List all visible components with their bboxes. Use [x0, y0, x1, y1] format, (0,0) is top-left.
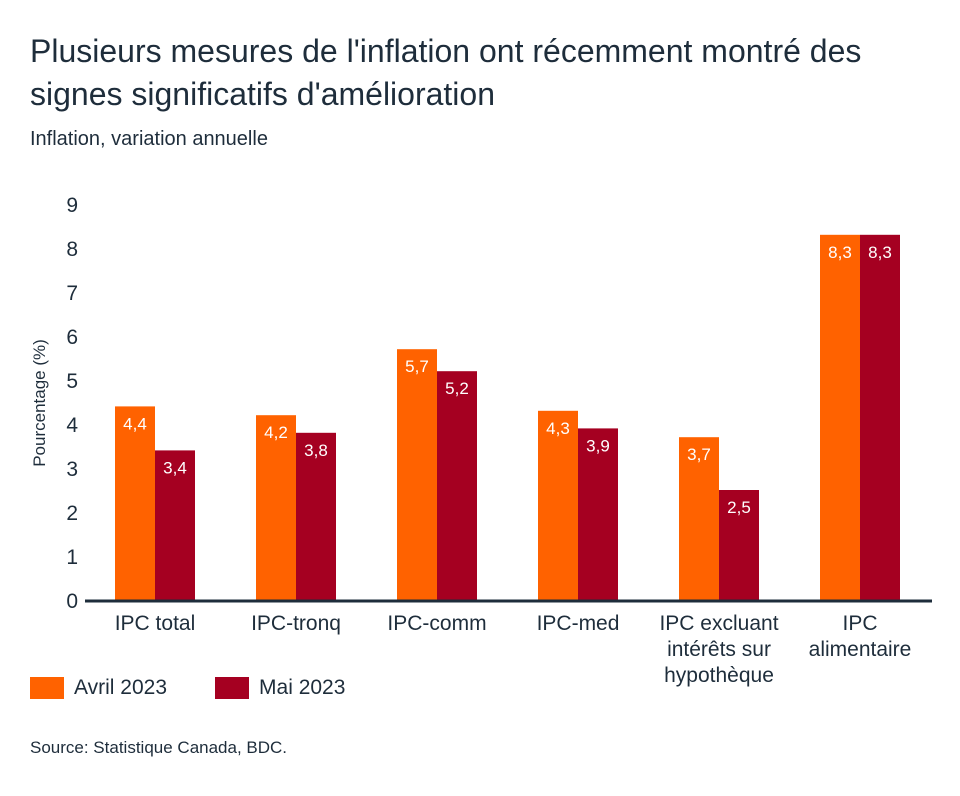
data-label: 8,3 [868, 243, 892, 262]
chart-subtitle: Inflation, variation annuelle [30, 128, 268, 150]
y-tick-label: 4 [66, 414, 78, 437]
legend-swatch-mai [215, 677, 250, 699]
y-tick-label: 5 [66, 370, 78, 393]
bar-mai [578, 428, 618, 600]
data-label: 8,3 [828, 243, 852, 262]
legend: Avril 2023 Mai 2023 [30, 676, 345, 700]
x-tick-label: IPC-comm [387, 612, 486, 635]
bar-avril [679, 437, 719, 600]
x-tick-label: intérêts sur [667, 638, 771, 661]
y-tick-label: 3 [66, 458, 78, 481]
data-label: 5,2 [445, 379, 469, 398]
data-label: 4,3 [546, 419, 570, 438]
x-tick-label: hypothèque [664, 664, 774, 687]
x-tick-label: IPC excluant [659, 612, 778, 635]
bar-mai [155, 450, 195, 600]
x-tick-label: IPC-tronq [251, 612, 341, 635]
data-label: 3,4 [163, 458, 187, 477]
y-tick-label: 0 [66, 590, 78, 613]
bar-avril [256, 415, 296, 600]
y-tick-label: 8 [66, 238, 78, 261]
x-tick-label: alimentaire [809, 638, 912, 661]
bar-mai [860, 234, 900, 601]
data-label: 3,7 [687, 445, 711, 464]
bar-mai [437, 371, 477, 600]
bar-avril [397, 349, 437, 600]
data-label: 2,5 [727, 498, 751, 517]
legend-label-mai: Mai 2023 [259, 676, 346, 699]
data-label: 3,8 [304, 441, 328, 460]
y-tick-label: 6 [66, 326, 78, 349]
bar-avril [115, 406, 155, 600]
legend-item-avril: Avril 2023 [30, 676, 167, 700]
data-label: 4,4 [123, 414, 147, 433]
data-label: 4,2 [264, 423, 288, 442]
y-tick-label: 7 [66, 282, 78, 305]
x-tick-label: IPC [842, 612, 877, 635]
bar-mai [296, 432, 336, 600]
x-tick-label: IPC total [115, 612, 196, 635]
source-note: Source: Statistique Canada, BDC. [30, 738, 288, 757]
y-tick-label: 2 [66, 502, 78, 525]
chart-title: Plusieurs mesures de l'inflation ont réc… [30, 33, 862, 112]
legend-swatch-avril [30, 677, 64, 699]
data-label: 5,7 [405, 357, 429, 376]
y-tick-label: 9 [66, 194, 78, 217]
x-tick-label: IPC-med [537, 612, 620, 635]
y-axis-label: Pourcentage (%) [30, 339, 49, 467]
y-tick-label: 1 [66, 546, 78, 569]
data-label: 3,9 [586, 436, 610, 455]
bar-mai [719, 490, 759, 600]
bar-avril [538, 410, 578, 600]
legend-label-avril: Avril 2023 [74, 676, 168, 699]
bar-avril [820, 234, 860, 601]
legend-item-mai: Mai 2023 [215, 676, 345, 700]
